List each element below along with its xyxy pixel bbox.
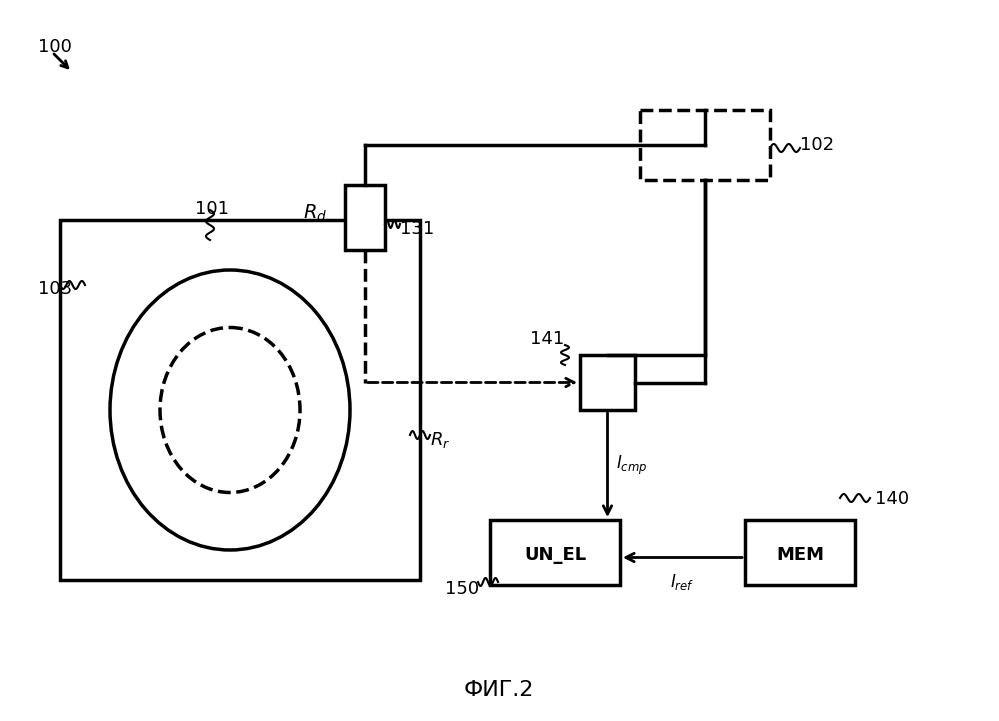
Text: 103: 103 [38, 280, 72, 298]
Text: 101: 101 [195, 200, 229, 218]
Text: 150: 150 [445, 580, 480, 598]
Bar [60, 220, 420, 580]
Bar [580, 355, 635, 410]
Bar [640, 110, 770, 180]
Bar [490, 520, 620, 585]
Text: MEM: MEM [776, 547, 824, 565]
Text: $R_r$: $R_r$ [430, 430, 451, 450]
Text: $I_{cmp}$: $I_{cmp}$ [615, 454, 647, 477]
Text: UN_EL: UN_EL [523, 547, 586, 565]
Text: $R_d$: $R_d$ [303, 203, 327, 224]
Text: 131: 131 [400, 220, 435, 238]
Text: 141: 141 [530, 330, 564, 348]
Text: $I_{ref}$: $I_{ref}$ [670, 572, 694, 593]
Text: 140: 140 [875, 490, 909, 508]
Bar [745, 520, 855, 585]
Text: ФИГ.2: ФИГ.2 [464, 680, 534, 700]
Text: 100: 100 [38, 38, 72, 56]
Text: 102: 102 [800, 136, 834, 154]
Bar [345, 185, 385, 250]
